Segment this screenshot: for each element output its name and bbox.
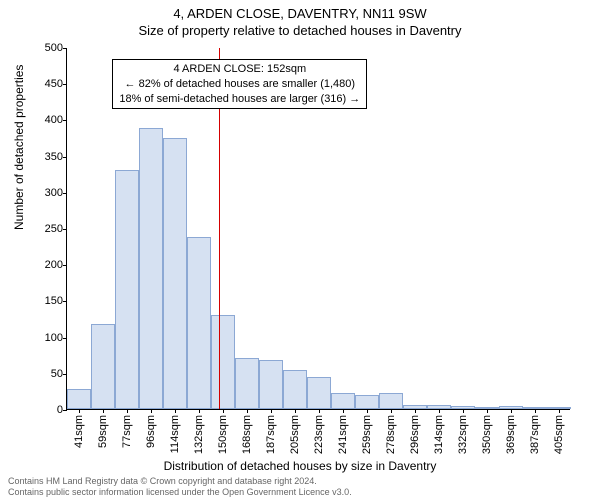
histogram-bar bbox=[235, 358, 259, 409]
annotation-line: ← 82% of detached houses are smaller (1,… bbox=[119, 77, 360, 92]
x-tick-label: 168sqm bbox=[241, 415, 253, 454]
y-tick-mark bbox=[63, 410, 67, 411]
histogram-bar bbox=[379, 393, 403, 409]
y-tick-label: 200 bbox=[27, 259, 63, 271]
y-tick-label: 250 bbox=[27, 223, 63, 235]
x-tick-label: 114sqm bbox=[169, 415, 181, 453]
x-tick-mark bbox=[127, 409, 128, 413]
y-tick-label: 100 bbox=[27, 332, 63, 344]
y-tick-label: 400 bbox=[27, 114, 63, 126]
x-tick-label: 77sqm bbox=[121, 415, 133, 448]
histogram-bar bbox=[67, 389, 91, 409]
x-tick-label: 259sqm bbox=[361, 415, 373, 454]
y-tick-mark bbox=[63, 84, 67, 85]
histogram-bar bbox=[331, 393, 355, 409]
y-tick-mark bbox=[63, 120, 67, 121]
histogram-bar bbox=[283, 370, 307, 409]
y-tick-label: 0 bbox=[27, 404, 63, 416]
x-tick-label: 387sqm bbox=[529, 415, 541, 454]
y-tick-label: 150 bbox=[27, 295, 63, 307]
x-tick-mark bbox=[535, 409, 536, 413]
y-tick-mark bbox=[63, 301, 67, 302]
histogram-bar bbox=[91, 324, 115, 409]
y-tick-mark bbox=[63, 374, 67, 375]
x-tick-mark bbox=[439, 409, 440, 413]
x-tick-mark bbox=[559, 409, 560, 413]
histogram-bar bbox=[259, 360, 283, 409]
histogram-bar bbox=[163, 138, 187, 409]
x-tick-label: 59sqm bbox=[97, 415, 109, 448]
x-tick-mark bbox=[463, 409, 464, 413]
x-tick-mark bbox=[175, 409, 176, 413]
y-tick-label: 50 bbox=[27, 368, 63, 380]
y-tick-mark bbox=[63, 48, 67, 49]
histogram-bar bbox=[187, 237, 211, 409]
footer-line2: Contains public sector information licen… bbox=[8, 487, 352, 498]
x-tick-label: 369sqm bbox=[505, 415, 517, 454]
x-tick-mark bbox=[271, 409, 272, 413]
histogram-bar bbox=[139, 128, 163, 409]
annotation-box: 4 ARDEN CLOSE: 152sqm← 82% of detached h… bbox=[112, 59, 367, 110]
x-tick-label: 278sqm bbox=[385, 415, 397, 454]
x-tick-mark bbox=[343, 409, 344, 413]
x-tick-mark bbox=[79, 409, 80, 413]
x-tick-label: 296sqm bbox=[409, 415, 421, 454]
x-tick-mark bbox=[247, 409, 248, 413]
x-tick-mark bbox=[295, 409, 296, 413]
annotation-line: 4 ARDEN CLOSE: 152sqm bbox=[119, 62, 360, 77]
x-tick-mark bbox=[103, 409, 104, 413]
y-tick-mark bbox=[63, 265, 67, 266]
histogram-bar bbox=[307, 377, 331, 409]
x-tick-label: 205sqm bbox=[289, 415, 301, 454]
x-tick-label: 150sqm bbox=[217, 415, 229, 454]
x-tick-mark bbox=[415, 409, 416, 413]
histogram-bar bbox=[211, 315, 235, 409]
x-tick-label: 96sqm bbox=[145, 415, 157, 448]
x-tick-label: 405sqm bbox=[553, 415, 565, 454]
x-tick-mark bbox=[487, 409, 488, 413]
x-tick-label: 350sqm bbox=[481, 415, 493, 454]
y-tick-label: 350 bbox=[27, 151, 63, 163]
annotation-line: 18% of semi-detached houses are larger (… bbox=[119, 92, 360, 107]
y-tick-mark bbox=[63, 338, 67, 339]
y-tick-mark bbox=[63, 157, 67, 158]
y-tick-label: 300 bbox=[27, 187, 63, 199]
x-tick-label: 41sqm bbox=[73, 415, 85, 448]
x-tick-label: 223sqm bbox=[313, 415, 325, 454]
x-tick-label: 241sqm bbox=[337, 415, 349, 454]
x-tick-mark bbox=[319, 409, 320, 413]
page-title-line1: 4, ARDEN CLOSE, DAVENTRY, NN11 9SW bbox=[0, 0, 600, 21]
x-tick-mark bbox=[367, 409, 368, 413]
x-tick-mark bbox=[151, 409, 152, 413]
chart-area: 05010015020025030035040045050041sqm59sqm… bbox=[66, 48, 570, 410]
x-tick-mark bbox=[223, 409, 224, 413]
x-axis-label: Distribution of detached houses by size … bbox=[0, 459, 600, 473]
plot-region: 05010015020025030035040045050041sqm59sqm… bbox=[66, 48, 570, 410]
x-tick-label: 314sqm bbox=[433, 415, 445, 454]
y-tick-mark bbox=[63, 229, 67, 230]
x-tick-label: 332sqm bbox=[457, 415, 469, 454]
x-tick-label: 132sqm bbox=[193, 415, 205, 454]
y-axis-label: Number of detached properties bbox=[12, 65, 26, 230]
x-tick-mark bbox=[199, 409, 200, 413]
histogram-bar bbox=[355, 395, 379, 409]
x-tick-mark bbox=[391, 409, 392, 413]
footer-line1: Contains HM Land Registry data © Crown c… bbox=[8, 476, 352, 487]
x-tick-mark bbox=[511, 409, 512, 413]
y-tick-label: 500 bbox=[27, 42, 63, 54]
histogram-bar bbox=[115, 170, 139, 409]
x-tick-label: 187sqm bbox=[265, 415, 277, 454]
y-tick-label: 450 bbox=[27, 78, 63, 90]
page-title-line2: Size of property relative to detached ho… bbox=[0, 21, 600, 38]
footer-attribution: Contains HM Land Registry data © Crown c… bbox=[8, 476, 352, 499]
y-tick-mark bbox=[63, 193, 67, 194]
